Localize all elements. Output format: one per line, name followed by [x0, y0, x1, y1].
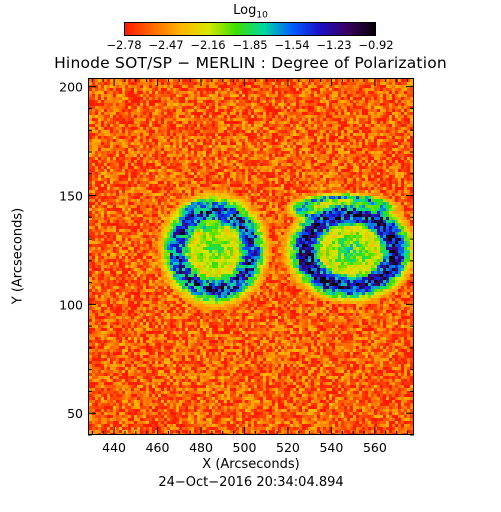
- x-tick-label: 520: [276, 440, 300, 455]
- colorbar-tick-label: −0.92: [358, 38, 394, 52]
- x-tick-label: 460: [146, 440, 170, 455]
- y-axis-label: Y (Arcseconds): [10, 207, 26, 305]
- colorbar-title-subscript: 10: [256, 10, 268, 21]
- x-tick-label: 480: [189, 440, 213, 455]
- polarization-map: [88, 78, 414, 435]
- colorbar-tick-label: −2.78: [106, 38, 142, 52]
- y-tick-label: 50: [67, 406, 83, 421]
- heatmap-image: [89, 79, 413, 434]
- colorbar: [124, 22, 376, 36]
- y-tick-label: 200: [59, 80, 83, 95]
- y-tick-label: 150: [59, 189, 83, 204]
- colorbar-tick-label: −1.23: [316, 38, 352, 52]
- x-tick-label: 540: [319, 440, 343, 455]
- y-tick-label: 100: [59, 297, 83, 312]
- x-tick-label: 500: [233, 440, 257, 455]
- colorbar-tick-label: −1.85: [232, 38, 268, 52]
- colorbar-tick-labels: −2.78 −2.47 −2.16 −1.85 −1.54 −1.23 −0.92: [0, 38, 501, 54]
- colorbar-tick-label: −1.54: [274, 38, 310, 52]
- x-tick-label: 560: [363, 440, 387, 455]
- x-axis-label: X (Arcseconds): [202, 457, 300, 472]
- colorbar-tick-label: −2.16: [190, 38, 226, 52]
- colorbar-title-text: Log: [233, 3, 257, 18]
- colorbar-title: Log10: [0, 3, 501, 21]
- x-tick-label: 440: [102, 440, 126, 455]
- colorbar-tick-label: −2.47: [148, 38, 184, 52]
- plot-title: Hinode SOT/SP − MERLIN : Degree of Polar…: [54, 54, 447, 72]
- observation-timestamp: 24−Oct−2016 20:34:04.894: [158, 475, 344, 490]
